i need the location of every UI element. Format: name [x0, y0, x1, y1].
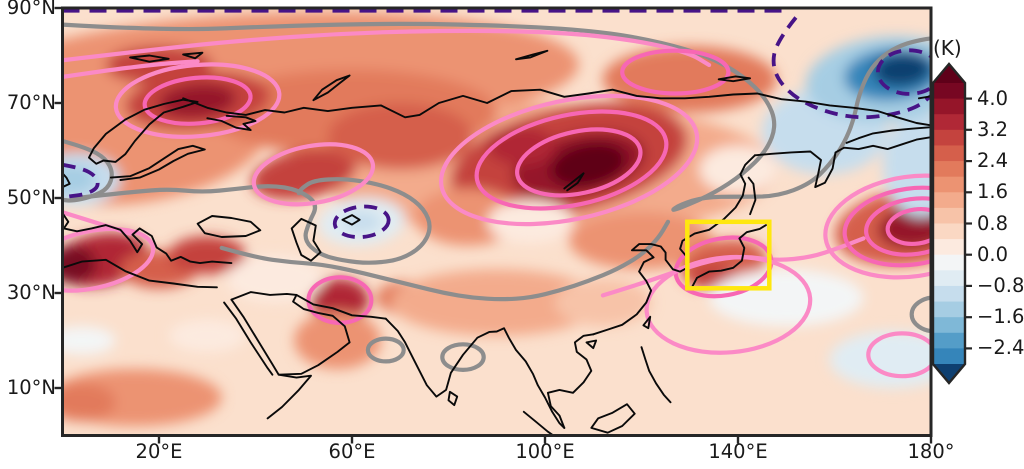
- colorbar-tick-label-2.4: 2.4: [977, 149, 1009, 172]
- colorbar-tick-label-1.6: 1.6: [977, 180, 1009, 203]
- x-tick-label-60°E: 60°E: [328, 440, 376, 463]
- plot-frame: [61, 6, 933, 437]
- colorbar-arrow-top: [933, 64, 965, 83]
- colorbar-tick-label-−0.8: −0.8: [977, 274, 1024, 297]
- colorbar-tick-label-−1.6: −1.6: [977, 305, 1024, 328]
- colorbar-arrow-bottom: [933, 364, 965, 383]
- colorbar-unit-label: (K): [933, 36, 962, 60]
- colorbar-tick-label-3.2: 3.2: [977, 118, 1009, 141]
- axis-ticks: [54, 6, 933, 444]
- coastlines: [62, 49, 931, 436]
- y-tick-label-30°N: 30°N: [6, 281, 56, 304]
- highlight-box-korea-japan: [685, 219, 772, 291]
- colorbar: [931, 62, 972, 385]
- y-tick-label-10°N: 10°N: [6, 376, 56, 399]
- x-tick-label-180°: 180°: [907, 440, 955, 463]
- positive-contours: [62, 28, 931, 379]
- y-tick-label-50°N: 50°N: [6, 186, 56, 209]
- y-tick-label-70°N: 70°N: [6, 91, 56, 114]
- colorbar-tick-label-0.0: 0.0: [977, 243, 1009, 266]
- x-tick-label-100°E: 100°E: [515, 440, 575, 463]
- x-tick-label-20°E: 20°E: [135, 440, 183, 463]
- colorbar-tick-label-4.0: 4.0: [977, 87, 1009, 110]
- colorbar-tick-label-−2.4: −2.4: [977, 336, 1024, 359]
- x-tick-label-140°E: 140°E: [708, 440, 768, 463]
- colorbar-tick-label-0.8: 0.8: [977, 212, 1009, 235]
- y-tick-label-90°N: 90°N: [6, 0, 56, 19]
- negative-contours: [62, 8, 931, 240]
- map-area: [62, 8, 931, 436]
- zero-contours: [62, 21, 931, 373]
